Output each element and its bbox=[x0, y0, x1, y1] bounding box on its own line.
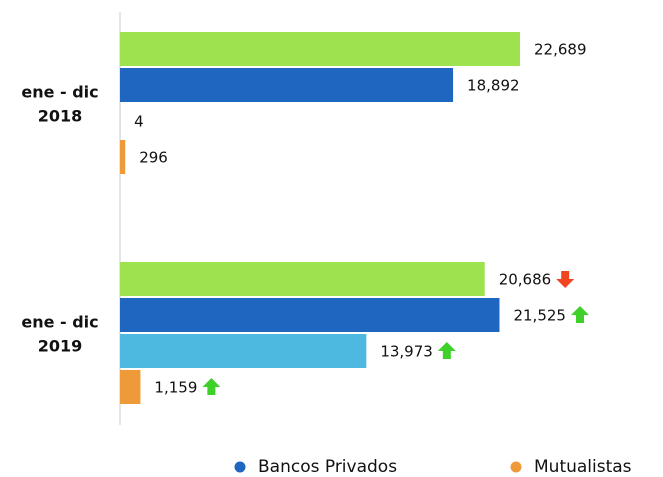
value-label: 18,892 bbox=[467, 77, 520, 95]
value-label: 21,525 bbox=[513, 307, 566, 325]
legend-marker bbox=[510, 461, 522, 473]
bar bbox=[120, 68, 454, 102]
value-label: 4 bbox=[134, 113, 144, 131]
bar bbox=[120, 370, 141, 404]
trend-arrow bbox=[437, 342, 456, 359]
bar bbox=[120, 32, 520, 66]
bar bbox=[120, 298, 500, 332]
trend-arrow bbox=[202, 378, 221, 395]
legend-label: Bancos Privados bbox=[258, 457, 397, 477]
value-label: 296 bbox=[139, 149, 168, 167]
legend-marker bbox=[234, 461, 246, 473]
value-label: 1,159 bbox=[154, 379, 197, 397]
trend-arrow bbox=[570, 306, 589, 323]
value-label: 22,689 bbox=[534, 41, 587, 59]
category-label: 2019 bbox=[38, 337, 83, 356]
legend-label: Mutualistas bbox=[534, 457, 632, 477]
bar bbox=[120, 334, 367, 368]
category-label: ene - dic bbox=[21, 83, 98, 102]
category-label: 2018 bbox=[38, 107, 83, 126]
bar bbox=[120, 262, 485, 296]
value-label: 13,973 bbox=[380, 343, 433, 361]
category-label: ene - dic bbox=[21, 313, 98, 332]
bar bbox=[120, 140, 126, 174]
trend-arrow bbox=[556, 271, 575, 288]
value-label: 20,686 bbox=[499, 271, 552, 289]
